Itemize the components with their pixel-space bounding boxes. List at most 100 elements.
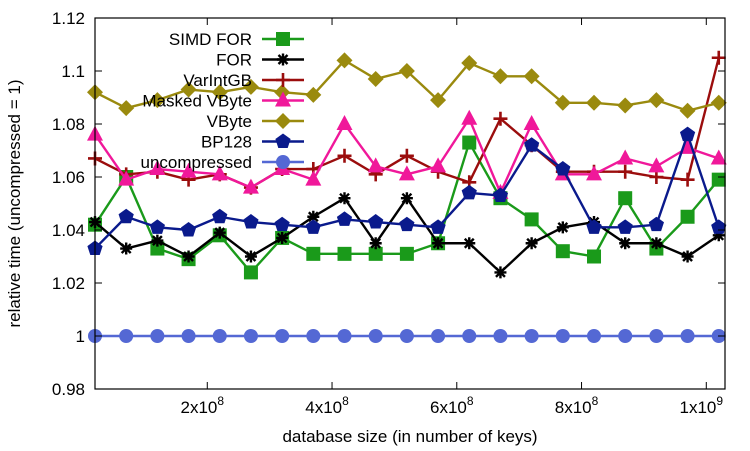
data-point	[712, 229, 725, 242]
data-point	[586, 94, 603, 111]
data-point	[368, 246, 383, 261]
data-point	[681, 250, 694, 263]
legend-swatch-marker	[276, 73, 290, 87]
data-point	[430, 92, 447, 109]
y-tick-label: 1.06	[52, 168, 85, 187]
data-point	[587, 329, 602, 343]
data-point	[650, 237, 663, 250]
data-point	[400, 192, 413, 205]
legend-label: uncompressed	[140, 153, 252, 172]
legend-item: FOR	[216, 51, 304, 70]
data-point	[182, 250, 195, 263]
data-point	[368, 329, 383, 343]
data-point	[307, 210, 320, 223]
data-point	[120, 242, 133, 255]
data-point	[398, 63, 415, 79]
data-point	[711, 219, 727, 234]
y-tick-label: 1.08	[52, 115, 85, 134]
data-point	[648, 92, 665, 109]
data-point	[305, 86, 322, 103]
y-axis-title: relative time (uncompressed = 1)	[5, 79, 24, 327]
data-point	[680, 329, 695, 343]
data-point	[276, 231, 289, 244]
x-tick-exponent: 8	[342, 394, 349, 408]
data-point	[212, 329, 227, 343]
x-tick-mantissa: 2x10	[180, 398, 217, 417]
data-point	[619, 237, 632, 250]
data-point	[679, 102, 696, 119]
data-point	[680, 209, 695, 224]
data-point	[586, 165, 603, 181]
plot-frame	[94, 17, 726, 390]
data-point	[211, 84, 228, 101]
data-point	[118, 100, 135, 117]
data-point	[118, 170, 135, 186]
data-point	[336, 52, 353, 69]
data-point	[337, 329, 352, 343]
data-point	[274, 84, 291, 101]
data-point	[461, 184, 477, 200]
data-point	[492, 68, 509, 85]
legend-swatch-marker	[275, 113, 291, 129]
legend-label: FOR	[216, 51, 252, 70]
x-tick-exponent: 8	[217, 394, 224, 408]
legend-label: SIMD FOR	[169, 30, 252, 49]
data-point	[524, 137, 540, 152]
data-point	[369, 237, 382, 250]
data-point	[242, 178, 259, 194]
data-point	[213, 226, 226, 239]
data-point	[462, 135, 477, 150]
data-point	[587, 249, 602, 264]
y-tick-label: 1.1	[61, 62, 85, 81]
x-tick-exponent: 8	[467, 394, 474, 408]
data-point	[617, 149, 634, 165]
data-point	[243, 265, 258, 280]
legend-item: VarIntGB	[183, 71, 304, 90]
data-point	[367, 70, 384, 87]
series-layer	[87, 50, 727, 343]
data-point	[243, 329, 258, 343]
data-point	[555, 244, 570, 259]
data-point	[679, 126, 696, 142]
data-point	[399, 148, 414, 163]
x-tick-label: 2x108	[180, 394, 224, 417]
legend-swatch-marker	[275, 91, 291, 107]
data-point	[399, 329, 414, 343]
legend-swatch-marker	[277, 53, 289, 66]
data-point	[367, 157, 384, 173]
data-point	[432, 237, 445, 250]
data-point	[461, 109, 478, 125]
data-point	[680, 172, 695, 187]
data-point	[492, 187, 509, 203]
series-masked-vbyte	[87, 109, 727, 199]
data-point	[306, 329, 321, 343]
data-point	[368, 214, 384, 229]
data-point	[337, 148, 352, 163]
data-point	[430, 157, 447, 173]
data-point	[555, 161, 571, 176]
legend-item: BP128	[201, 133, 304, 152]
data-point	[243, 214, 259, 229]
y-tick-label: 1.02	[52, 274, 85, 293]
data-point	[711, 50, 726, 65]
y-tick-label: 1	[76, 327, 85, 346]
data-point	[648, 216, 664, 232]
series-uncompressed	[88, 329, 726, 343]
data-point	[524, 212, 539, 227]
x-tick-exponent: 8	[592, 394, 599, 408]
data-point	[710, 149, 727, 165]
data-point	[337, 246, 352, 261]
data-point	[618, 191, 633, 206]
x-axis-title: database size (in number of keys)	[282, 427, 537, 446]
data-point	[398, 165, 415, 181]
data-point	[462, 329, 477, 343]
series-vbyte	[87, 52, 727, 119]
legend-item: VByte	[207, 112, 304, 131]
legend-item: SIMD FOR	[169, 30, 304, 49]
data-point	[618, 164, 633, 179]
data-point	[149, 160, 166, 176]
x-tick-label: 1x109	[680, 394, 724, 417]
data-point	[305, 170, 322, 186]
data-point	[244, 250, 257, 263]
